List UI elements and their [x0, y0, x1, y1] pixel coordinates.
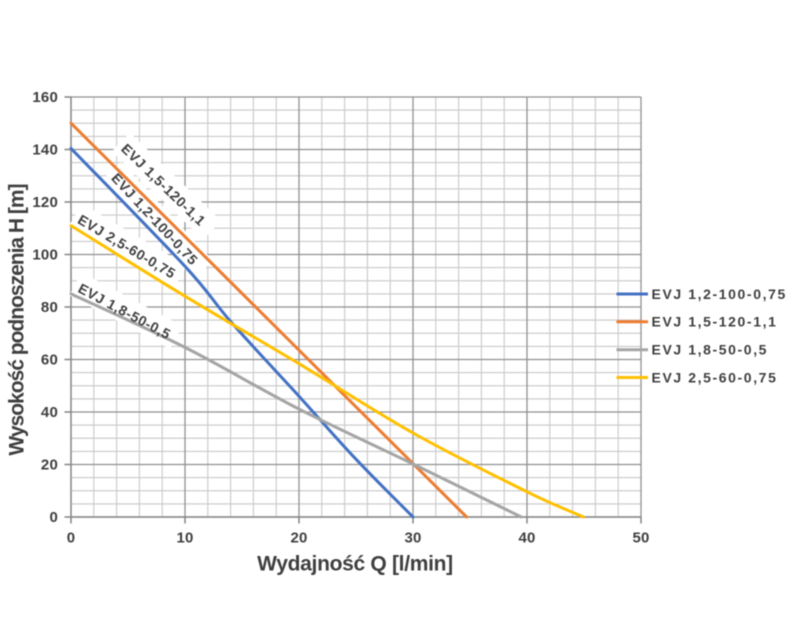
svg-text:0: 0 [49, 509, 58, 526]
svg-text:EVJ 2,5-60-0,75: EVJ 2,5-60-0,75 [652, 369, 778, 385]
svg-text:160: 160 [32, 89, 58, 106]
svg-text:40: 40 [41, 404, 58, 421]
svg-text:120: 120 [32, 194, 58, 211]
svg-text:10: 10 [176, 530, 193, 547]
svg-text:EVJ 1,8-50-0,5: EVJ 1,8-50-0,5 [652, 342, 769, 358]
svg-text:Wysokość podnoszenia H [m]: Wysokość podnoszenia H [m] [6, 184, 29, 455]
svg-text:60: 60 [41, 352, 58, 369]
svg-text:140: 140 [32, 142, 58, 159]
svg-text:Wydajność Q [l/min]: Wydajność Q [l/min] [257, 552, 453, 575]
svg-text:50: 50 [632, 530, 649, 547]
svg-text:80: 80 [41, 299, 58, 316]
svg-text:30: 30 [404, 530, 421, 547]
svg-text:EVJ 1,2-100-0,75: EVJ 1,2-100-0,75 [652, 286, 787, 302]
svg-text:100: 100 [32, 247, 58, 264]
svg-text:EVJ 1,5-120-1,1: EVJ 1,5-120-1,1 [652, 314, 778, 330]
svg-text:20: 20 [290, 530, 307, 547]
svg-text:40: 40 [518, 530, 535, 547]
svg-text:20: 20 [41, 457, 58, 474]
svg-text:0: 0 [67, 530, 76, 547]
